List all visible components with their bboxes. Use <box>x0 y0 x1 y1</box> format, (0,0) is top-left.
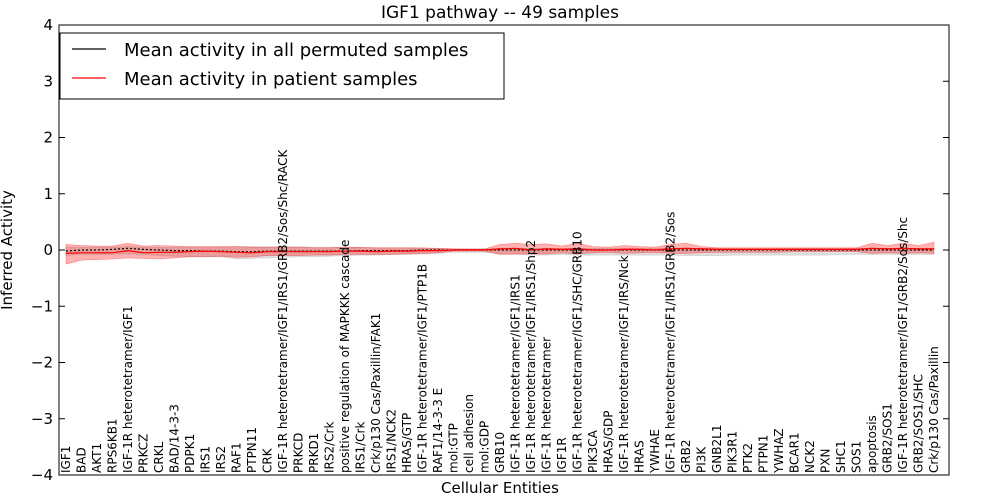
entity-label: IRS1 <box>199 446 213 473</box>
entity-label: IGF-1R heterotetramer/IGF1/SHC/GRB10 <box>571 231 585 473</box>
entity-label: mol:GDP <box>478 421 492 473</box>
entity-label: GNB2L1 <box>710 425 724 473</box>
entity-label: PI3K <box>695 446 709 473</box>
entity-label: AKT1 <box>90 443 104 473</box>
entity-label: CRK <box>261 447 275 473</box>
legend-box <box>59 32 505 100</box>
entity-label: PXN <box>819 449 833 473</box>
entity-label: RAF1 <box>230 442 244 473</box>
y-tick-label: 1 <box>43 185 53 203</box>
entity-label: IGF-1R heterotetramer/IGF1/IRS1/GRB2/Sos <box>664 212 678 473</box>
entity-label: BAD/14-3-3 <box>168 404 182 473</box>
chart-title: IGF1 pathway -- 49 samples <box>381 3 619 23</box>
entity-label: IGF-1R heterotetramer/IGF1/IRS/Nck <box>617 255 631 473</box>
entity-label: PTPN11 <box>245 427 259 473</box>
entity-label: SHC1 <box>834 440 848 473</box>
entity-label: YWHAZ <box>772 428 786 474</box>
entity-label: IGF-1R heterotetramer/IGF1/IRS1/Shp2 <box>524 240 538 473</box>
entity-label: IRS2 <box>214 446 228 473</box>
y-tick-label: 4 <box>43 16 53 34</box>
entity-label: HRAS/GDP <box>602 410 616 473</box>
x-axis-title: Cellular Entities <box>441 479 559 497</box>
entity-label: IGF-1R heterotetramer/IGF1/IRS1/GRB2/Sos… <box>276 148 290 473</box>
entity-label: PTPN1 <box>757 435 771 473</box>
y-tick-label: −4 <box>31 466 53 484</box>
entity-label: PIK3CA <box>586 429 600 473</box>
y-tick-label: 0 <box>43 241 53 259</box>
entity-label: IGF-1R heterotetramer/IGF1/PTP1B <box>416 264 430 473</box>
entity-label: Crk/p130 Cas/Paxillin/FAK1 <box>369 313 383 473</box>
entity-label: BAD <box>75 447 89 473</box>
entity-label: RPS6KB1 <box>106 418 120 473</box>
entity-label: IGF1 <box>59 446 73 473</box>
entity-label: SOS1 <box>850 441 864 473</box>
entity-label: apoptosis <box>865 415 879 473</box>
entity-label: IRS1/NCK2 <box>385 409 399 473</box>
entity-label: CRKL <box>152 441 166 473</box>
entity-label: IGF-1R heterotetramer/IGF1 <box>121 306 135 473</box>
entity-label: GRB2/SOS1/SHC <box>912 374 926 473</box>
entity-label: PTK2 <box>741 443 755 473</box>
entity-label: GRB2 <box>679 439 693 473</box>
patient-mean-line <box>65 247 934 254</box>
y-tick-label: 2 <box>43 129 53 147</box>
y-tick-label: −2 <box>31 354 53 372</box>
legend-label-patient: Mean activity in patient samples <box>124 69 418 90</box>
entity-label: IGF-1R heterotetramer/IGF1/GRB2/Sos/Shc <box>896 217 910 473</box>
entity-label: PRKD1 <box>307 433 321 473</box>
entity-label: PRKCZ <box>137 434 151 473</box>
entity-label: BCAR1 <box>788 432 802 473</box>
entity-label: IRS2/Crk <box>323 422 337 473</box>
entity-label: YWHAE <box>648 429 662 474</box>
entity-label: Crk/p130 Cas/Paxillin <box>927 346 941 473</box>
y-axis-title: Inferred Activity <box>0 190 16 310</box>
entity-label: IGF-1R heterotetramer/IGF1/IRS1 <box>509 274 523 473</box>
entity-label: cell adhesion <box>462 394 476 473</box>
activity-lines <box>65 247 934 254</box>
entity-label: IRS1/Crk <box>354 422 368 473</box>
entity-label: HRAS/GTP <box>400 413 414 473</box>
entity-label: IGF-1R heterotetramer <box>540 337 554 473</box>
legend-label-permuted: Mean activity in all permuted samples <box>124 40 468 61</box>
y-tick-label: 3 <box>43 72 53 90</box>
entity-label: GRB2/SOS1 <box>881 403 895 473</box>
entity-label: PRKCD <box>292 433 306 473</box>
entity-label: GRB10 <box>493 432 507 473</box>
y-tick-label: −3 <box>31 410 53 428</box>
legend: Mean activity in all permuted samples Me… <box>59 32 505 100</box>
entity-label: HRAS <box>633 440 647 473</box>
entity-label: RAF1/14-3-3 E <box>431 388 445 473</box>
x-axis-entity-labels: IGF1 BAD AKT1 RPS6KB1 IGF-1R heterotetramer/… <box>59 148 941 474</box>
entity-label: PDPK1 <box>183 434 197 473</box>
entity-label: PIK3R1 <box>726 431 740 473</box>
entity-label: positive regulation of MAPKKK cascade <box>338 240 352 473</box>
entity-label: IGF1R <box>555 437 569 473</box>
entity-label: NCK2 <box>803 440 817 473</box>
patient-spread-band <box>65 241 935 265</box>
entity-label: mol:GTP <box>447 423 461 473</box>
y-tick-label: −1 <box>31 297 53 315</box>
